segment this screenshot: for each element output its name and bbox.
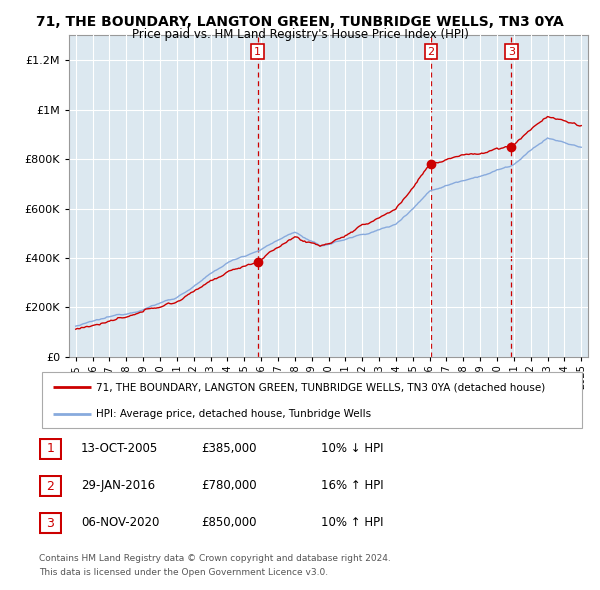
Text: 1: 1 — [46, 442, 55, 455]
Text: This data is licensed under the Open Government Licence v3.0.: This data is licensed under the Open Gov… — [39, 568, 328, 576]
FancyBboxPatch shape — [42, 372, 582, 428]
Text: 13-OCT-2005: 13-OCT-2005 — [81, 442, 158, 455]
Text: £385,000: £385,000 — [201, 442, 257, 455]
Text: £850,000: £850,000 — [201, 516, 257, 529]
FancyBboxPatch shape — [40, 439, 61, 459]
Text: HPI: Average price, detached house, Tunbridge Wells: HPI: Average price, detached house, Tunb… — [96, 409, 371, 419]
Text: 3: 3 — [508, 47, 515, 57]
Text: 10% ↓ HPI: 10% ↓ HPI — [321, 442, 383, 455]
Text: 10% ↑ HPI: 10% ↑ HPI — [321, 516, 383, 529]
FancyBboxPatch shape — [40, 476, 61, 496]
Text: 29-JAN-2016: 29-JAN-2016 — [81, 479, 155, 492]
Text: 2: 2 — [46, 480, 55, 493]
Text: 06-NOV-2020: 06-NOV-2020 — [81, 516, 160, 529]
Text: 71, THE BOUNDARY, LANGTON GREEN, TUNBRIDGE WELLS, TN3 0YA (detached house): 71, THE BOUNDARY, LANGTON GREEN, TUNBRID… — [96, 382, 545, 392]
FancyBboxPatch shape — [40, 513, 61, 533]
Text: £780,000: £780,000 — [201, 479, 257, 492]
Text: 16% ↑ HPI: 16% ↑ HPI — [321, 479, 383, 492]
Text: Price paid vs. HM Land Registry's House Price Index (HPI): Price paid vs. HM Land Registry's House … — [131, 28, 469, 41]
Text: 71, THE BOUNDARY, LANGTON GREEN, TUNBRIDGE WELLS, TN3 0YA: 71, THE BOUNDARY, LANGTON GREEN, TUNBRID… — [36, 15, 564, 29]
Text: 2: 2 — [427, 47, 434, 57]
Text: 3: 3 — [46, 517, 55, 530]
Text: 1: 1 — [254, 47, 261, 57]
Text: Contains HM Land Registry data © Crown copyright and database right 2024.: Contains HM Land Registry data © Crown c… — [39, 554, 391, 563]
